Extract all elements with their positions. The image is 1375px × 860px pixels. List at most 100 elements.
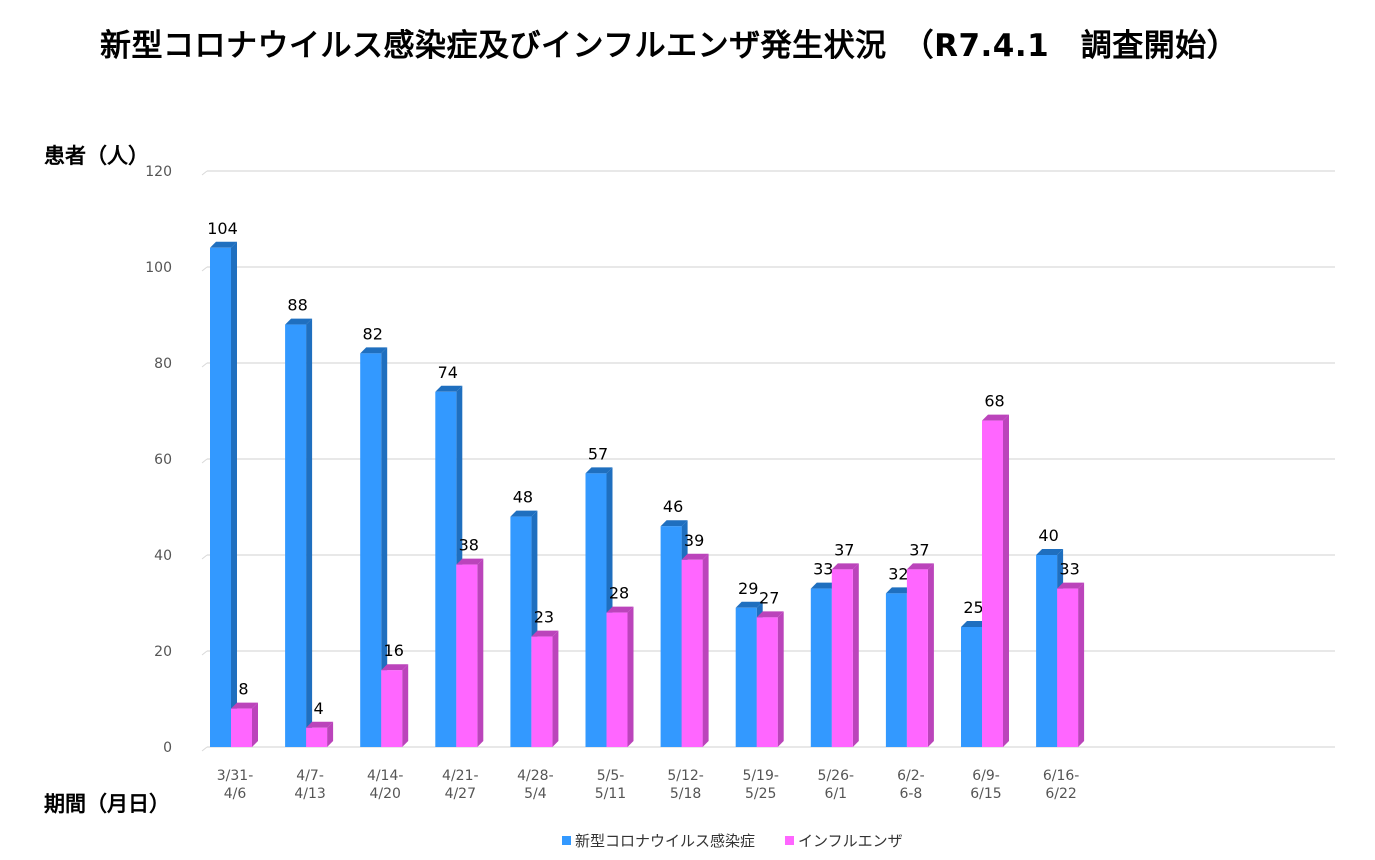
data-label: 8	[238, 680, 248, 699]
bar-covid	[810, 588, 832, 747]
bar-side	[381, 347, 388, 747]
bar-influenza	[982, 420, 1003, 747]
data-label: 4	[314, 699, 324, 718]
legend-label-covid: 新型コロナウイルス感染症	[575, 832, 756, 850]
x-tick-label: 4/28-	[517, 768, 554, 784]
x-tick-label: 4/7-	[296, 768, 324, 784]
bar-top	[510, 510, 538, 517]
bar-influenza	[681, 559, 703, 747]
bar-top	[756, 611, 784, 618]
bar-influenza	[831, 569, 853, 747]
bar-covid	[585, 473, 607, 747]
bar-side	[231, 241, 237, 748]
data-label: 25	[963, 598, 983, 617]
bar-side	[306, 318, 313, 747]
y-tick-label: 100	[145, 260, 172, 276]
gridline-depth	[201, 458, 208, 464]
bar-influenza	[531, 636, 553, 747]
bar-side	[777, 611, 784, 747]
bar-influenza	[381, 670, 403, 747]
bar-influenza	[306, 727, 328, 747]
data-label: 68	[984, 392, 1004, 411]
x-tick-label: 5/26-	[818, 768, 855, 784]
bar-top	[306, 721, 334, 728]
bar-top	[810, 582, 838, 589]
bar-influenza	[606, 612, 628, 747]
x-tick-label: 5/11	[595, 786, 626, 802]
y-tick-label: 120	[145, 164, 172, 180]
bar-top	[231, 702, 258, 709]
data-label: 40	[1038, 526, 1058, 545]
data-label: 104	[207, 219, 238, 238]
bar-covid	[961, 627, 982, 747]
bar-covid	[885, 593, 907, 747]
gridline-depth	[201, 746, 208, 752]
bar-top	[982, 414, 1009, 421]
data-label: 33	[813, 560, 833, 579]
bar-side	[927, 563, 934, 747]
x-tick-label: 4/20	[369, 786, 400, 802]
bar-side	[327, 721, 334, 747]
x-tick-label: 6/15	[970, 786, 1001, 802]
y-tick-label: 60	[154, 452, 172, 468]
bar-top	[606, 606, 634, 613]
data-label: 37	[909, 540, 929, 559]
bar-covid	[435, 391, 457, 747]
x-tick-label: 6/9-	[972, 768, 1000, 784]
gridline-depth	[201, 650, 208, 656]
gridline-depth	[201, 362, 208, 368]
bar-top	[681, 553, 709, 560]
y-tick-label: 20	[154, 644, 172, 660]
data-label: 23	[534, 608, 554, 627]
bar-influenza	[1057, 588, 1079, 747]
bar-top	[531, 630, 559, 637]
x-tick-label: 6/1	[825, 786, 848, 802]
chart-title: 新型コロナウイルス感染症及びインフルエンザ発生状況 （R7.4.1 調査開始）	[100, 28, 1239, 64]
bar-covid	[510, 516, 532, 747]
y-axis-label: 患者（人）	[44, 144, 149, 168]
bar-influenza	[756, 617, 778, 747]
data-label: 32	[888, 564, 908, 583]
bar-top	[961, 621, 988, 627]
bar-side	[552, 630, 559, 747]
bar-top	[885, 587, 913, 594]
bar-top	[285, 318, 313, 325]
bar-influenza	[456, 564, 478, 747]
bar-influenza	[906, 569, 928, 747]
bar-side	[852, 563, 859, 747]
y-tick-label: 0	[163, 740, 172, 756]
x-tick-label: 6/16-	[1043, 768, 1080, 784]
legend-item-influenza: インフルエンザ	[785, 830, 903, 851]
bar-top	[735, 601, 763, 608]
x-tick-label: 5/12-	[667, 768, 704, 784]
x-tick-label: 4/21-	[442, 768, 479, 784]
data-label: 28	[609, 584, 629, 603]
bar-side	[627, 606, 634, 747]
legend: 新型コロナウイルス感染症 インフルエンザ	[562, 830, 933, 851]
bar-covid	[735, 607, 757, 747]
bar-top	[360, 347, 388, 354]
bar-top	[456, 558, 484, 565]
gridline-depth	[201, 266, 208, 272]
data-label: 39	[684, 531, 704, 550]
data-label: 46	[663, 497, 683, 516]
y-tick-label: 80	[154, 356, 172, 372]
bar-side	[477, 558, 484, 747]
bar-influenza	[231, 708, 252, 747]
x-tick-label: 5/4	[524, 786, 547, 802]
x-tick-label: 4/13	[294, 786, 325, 802]
bar-covid	[210, 247, 231, 748]
x-tick-label: 3/31-	[217, 768, 254, 784]
x-tick-label: 4/14-	[367, 768, 404, 784]
x-tick-label: 6/2-	[897, 768, 925, 784]
data-label: 33	[1059, 560, 1079, 579]
legend-swatch-influenza	[785, 836, 795, 845]
data-label: 57	[588, 444, 608, 463]
data-label: 29	[738, 579, 758, 598]
y-tick-label: 40	[154, 548, 172, 564]
legend-label-influenza: インフルエンザ	[798, 832, 903, 850]
x-tick-label: 6/22	[1045, 786, 1076, 802]
bar-top	[585, 467, 613, 474]
legend-swatch-covid	[562, 836, 571, 845]
